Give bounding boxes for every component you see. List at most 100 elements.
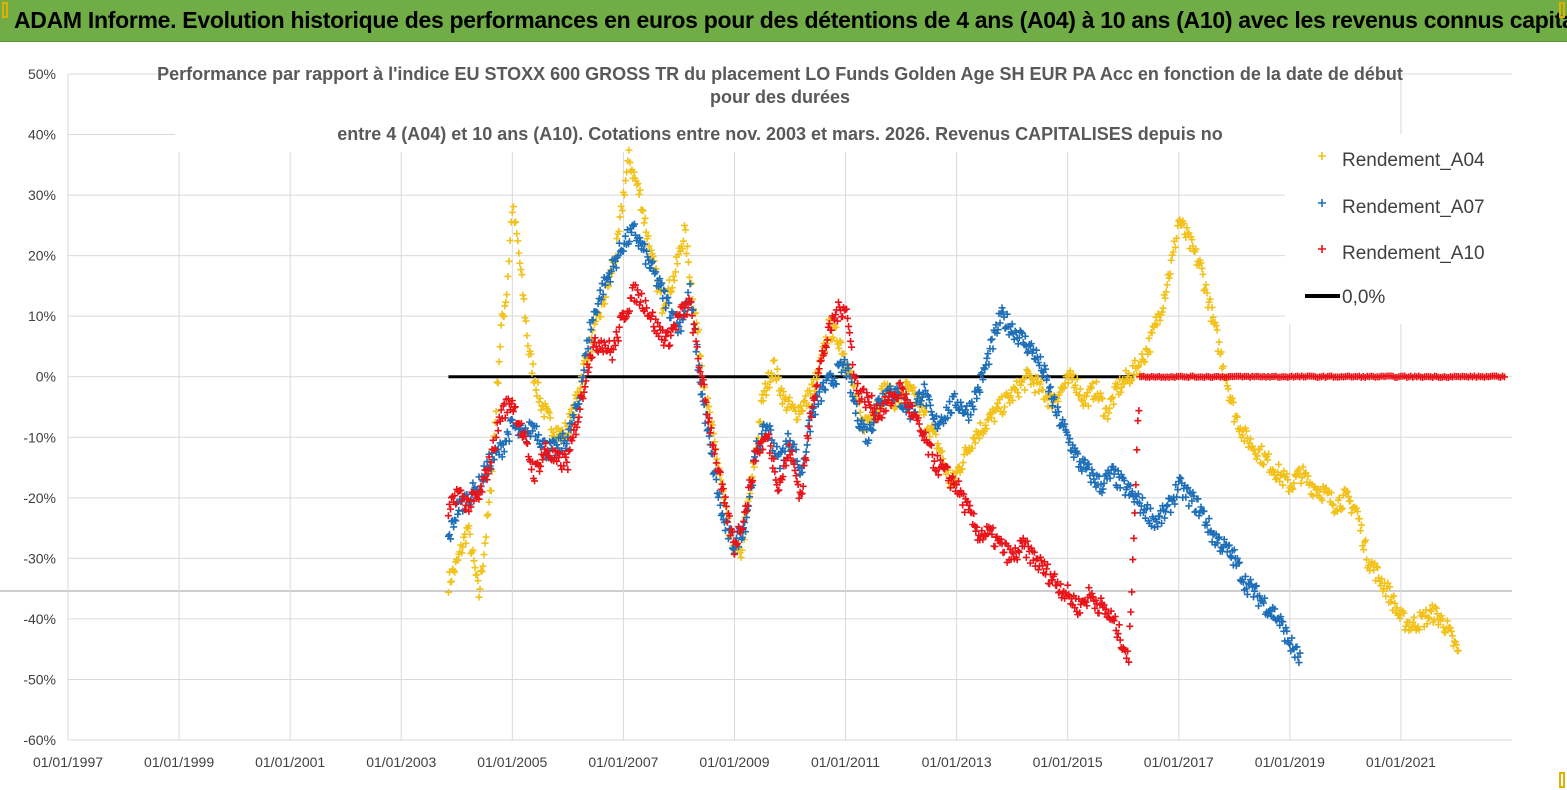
data-point	[622, 177, 630, 185]
data-point	[520, 428, 528, 436]
data-point	[1362, 536, 1370, 544]
data-point	[621, 232, 629, 240]
data-point	[1008, 320, 1016, 328]
data-point	[728, 528, 736, 536]
data-point	[1454, 647, 1462, 655]
data-point	[798, 490, 806, 498]
data-point	[846, 372, 854, 380]
data-point	[845, 364, 853, 372]
data-point	[933, 425, 941, 433]
data-point	[968, 444, 976, 452]
data-point	[1074, 450, 1082, 458]
y-tick-label: 50%	[28, 66, 56, 82]
data-point	[794, 416, 802, 424]
data-point	[480, 551, 488, 559]
data-point	[1061, 420, 1069, 428]
data-point	[487, 465, 495, 473]
data-point	[448, 577, 456, 585]
data-point	[641, 214, 649, 222]
data-point	[528, 369, 536, 377]
data-point	[999, 308, 1007, 316]
data-point	[942, 470, 950, 478]
data-point	[1046, 384, 1054, 392]
data-point	[746, 493, 754, 501]
data-point	[640, 219, 648, 227]
data-point	[647, 246, 655, 254]
data-point	[1163, 502, 1171, 510]
data-point	[1019, 534, 1027, 542]
data-point	[944, 463, 952, 471]
data-point	[964, 497, 972, 505]
data-point	[926, 401, 934, 409]
data-point	[784, 430, 792, 438]
data-point	[529, 427, 537, 435]
legend-label-rendement-a07: Rendement_A07	[1342, 197, 1485, 218]
data-point	[1014, 340, 1022, 348]
data-point	[513, 230, 521, 238]
data-point	[534, 379, 542, 387]
data-point	[1088, 379, 1096, 387]
data-point	[481, 539, 489, 547]
data-point	[1230, 418, 1238, 426]
data-point	[1115, 621, 1123, 629]
data-point	[575, 413, 583, 421]
data-point	[778, 400, 786, 408]
data-point	[936, 456, 944, 464]
data-point	[706, 429, 714, 437]
data-point	[582, 377, 590, 385]
data-point	[1432, 604, 1440, 612]
y-tick-label: -30%	[23, 550, 56, 566]
data-point	[649, 308, 657, 316]
data-point	[689, 329, 697, 337]
data-point	[686, 273, 694, 281]
data-point	[539, 456, 547, 464]
data-point	[825, 320, 833, 328]
data-point	[677, 327, 685, 335]
data-point	[1500, 373, 1508, 381]
data-point	[664, 293, 672, 301]
data-point	[459, 543, 467, 551]
x-tick-label: 01/01/2003	[366, 754, 436, 770]
data-point	[607, 267, 615, 275]
data-point	[1200, 507, 1208, 515]
data-point	[600, 338, 608, 346]
data-point	[667, 314, 675, 322]
data-point	[622, 313, 630, 321]
data-point	[692, 337, 700, 345]
data-point	[721, 526, 729, 534]
data-point	[1040, 362, 1048, 370]
data-point	[1025, 369, 1033, 377]
data-point	[703, 411, 711, 419]
data-point	[1114, 630, 1122, 638]
data-point	[1076, 385, 1084, 393]
data-point	[792, 446, 800, 454]
data-point	[743, 507, 751, 515]
data-point	[614, 337, 622, 345]
data-point	[638, 290, 646, 298]
data-point	[685, 294, 693, 302]
data-point	[661, 336, 669, 344]
data-point	[454, 510, 462, 518]
data-point	[1202, 281, 1210, 289]
data-point	[487, 487, 495, 495]
data-point	[1283, 470, 1291, 478]
data-point	[739, 525, 747, 533]
data-point	[730, 550, 738, 558]
data-point	[453, 555, 461, 563]
data-point	[484, 510, 492, 518]
data-point	[1159, 304, 1167, 312]
data-point	[822, 376, 830, 384]
data-point	[1114, 381, 1122, 389]
data-point	[934, 440, 942, 448]
data-point	[1188, 497, 1196, 505]
data-point	[642, 297, 650, 305]
data-point	[642, 260, 650, 268]
data-point	[1023, 366, 1031, 374]
data-point	[501, 302, 509, 310]
data-point	[496, 343, 504, 351]
data-point	[817, 356, 825, 364]
data-point	[766, 449, 774, 457]
data-point	[810, 396, 818, 404]
data-point	[1277, 613, 1285, 621]
data-point	[518, 271, 526, 279]
